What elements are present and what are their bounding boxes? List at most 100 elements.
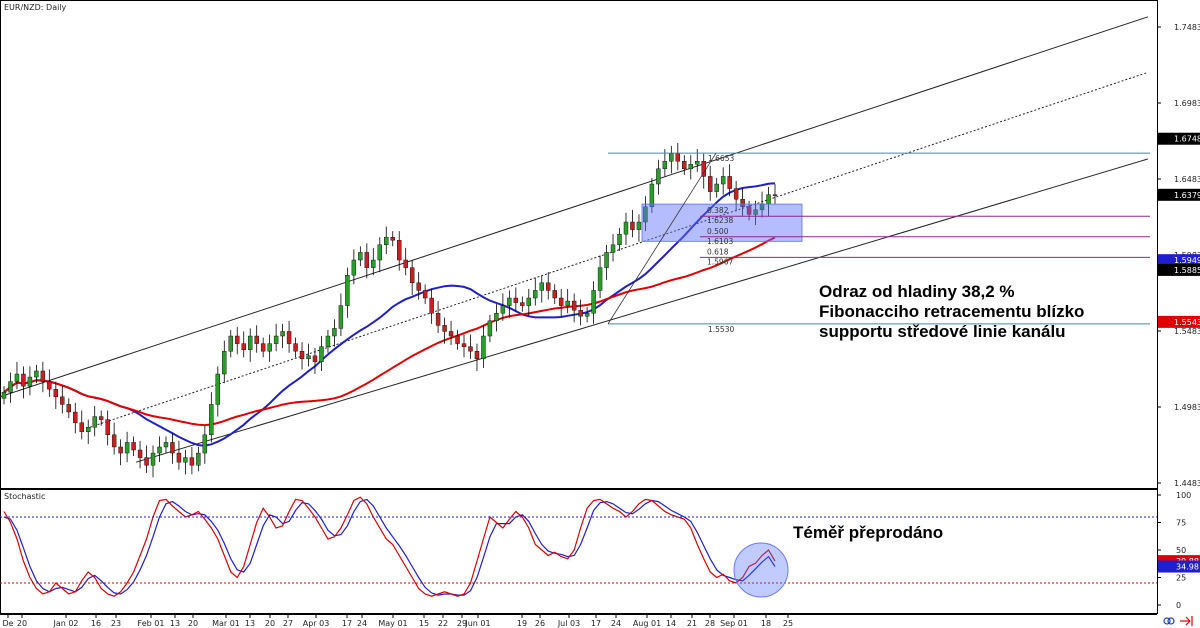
candle [688, 155, 693, 180]
candle [448, 320, 454, 346]
candle [118, 439, 123, 466]
channel-lower [135, 158, 1149, 463]
candle [623, 212, 629, 245]
x-tick-label: 14 [666, 619, 676, 628]
candle [306, 343, 311, 367]
candle [66, 398, 71, 419]
candle [656, 159, 661, 195]
candle [137, 440, 143, 469]
candle [494, 304, 499, 332]
candle [727, 164, 732, 197]
candle [189, 446, 195, 475]
candle [111, 422, 117, 455]
candle [14, 361, 20, 390]
x-tick-label: Aug 01 [633, 619, 661, 628]
candle [293, 337, 298, 358]
candle [209, 392, 214, 443]
stoch-title: Stochastic [4, 492, 45, 501]
candle [332, 319, 337, 347]
candle [630, 209, 635, 238]
x-tick-label: 22 [438, 619, 448, 628]
candle [98, 410, 104, 426]
x-tick-label: 28 [705, 619, 715, 628]
candle [403, 247, 408, 276]
candle [183, 450, 188, 475]
candle [435, 301, 441, 333]
candle [8, 372, 13, 403]
candle [604, 244, 609, 280]
candle [461, 334, 467, 358]
oversold-highlight [733, 542, 789, 598]
candle [1, 386, 7, 405]
candle [351, 249, 357, 285]
candle [222, 340, 227, 384]
candle [753, 200, 758, 226]
candle [47, 369, 52, 397]
stoch-tick-label: 75 [1176, 519, 1186, 528]
fib-ratio-label: 0.382 [707, 206, 729, 215]
x-tick-label: 13 [170, 619, 180, 628]
stoch-tick-label: 25 [1176, 574, 1186, 583]
svg-text:1.5885: 1.5885 [1174, 266, 1200, 275]
candle [202, 425, 208, 464]
svg-text:34.98: 34.98 [1176, 563, 1199, 572]
candle [409, 260, 415, 295]
candle [507, 290, 512, 318]
crosshair-icon[interactable] [1180, 616, 1193, 626]
price-tag: 1.5543 [1158, 315, 1200, 328]
candle [40, 361, 46, 393]
x-tick-label: Sep 01 [720, 619, 748, 628]
candle [312, 348, 318, 375]
y-tick-label: 1.6483 [1174, 175, 1200, 184]
candle [455, 329, 460, 350]
annotation-fib: Odraz od hladiny 38,2 % Fibonacciho retra… [819, 282, 1084, 341]
x-tick-label: 13 [245, 619, 255, 628]
candle [591, 281, 596, 324]
candle [442, 317, 447, 344]
candle [215, 366, 221, 417]
fib-price-label: 1.6103 [707, 237, 733, 246]
candle [552, 284, 557, 305]
x-tick-label: 29 [457, 619, 467, 628]
candle [708, 165, 713, 201]
x-tick-label: 21 [687, 619, 697, 628]
candle [267, 334, 272, 362]
stoch-axis: 100 75 50 25 0 [0, 491, 1191, 610]
stoch-tick-label: 0 [1176, 601, 1181, 610]
candle [578, 299, 583, 326]
candle [720, 167, 726, 195]
candles [1, 142, 778, 478]
candle [131, 436, 136, 457]
candle [520, 296, 525, 312]
candle [740, 188, 745, 216]
x-tick-label: Mar 01 [212, 619, 240, 628]
candle [558, 288, 564, 317]
candle [636, 214, 642, 242]
x-tick-label: 16 [91, 619, 101, 628]
x-tick-label: 26 [535, 619, 545, 628]
candle [196, 446, 201, 472]
link-icon[interactable] [1163, 617, 1175, 625]
fib-ratio-label: 0.618 [707, 247, 729, 256]
candle [144, 445, 149, 473]
channel-lines [0, 16, 1149, 463]
price-tag: 1.5949 [1158, 254, 1200, 267]
candle [617, 228, 622, 251]
candle [526, 288, 531, 317]
svg-text:1.6748: 1.6748 [1174, 135, 1200, 144]
x-tick-label: 18 [761, 619, 771, 628]
candle [157, 436, 162, 463]
candle [248, 328, 253, 362]
fib-low-label: 1.5530 [708, 325, 734, 334]
candle [390, 231, 395, 247]
x-tick-label: 25 [783, 619, 793, 628]
candle [273, 323, 279, 352]
x-tick-label: 27 [283, 619, 293, 628]
candle [319, 336, 324, 371]
candle [682, 155, 687, 175]
x-tick-label: 17 [342, 619, 352, 628]
candle [481, 325, 486, 368]
candle [384, 226, 389, 254]
